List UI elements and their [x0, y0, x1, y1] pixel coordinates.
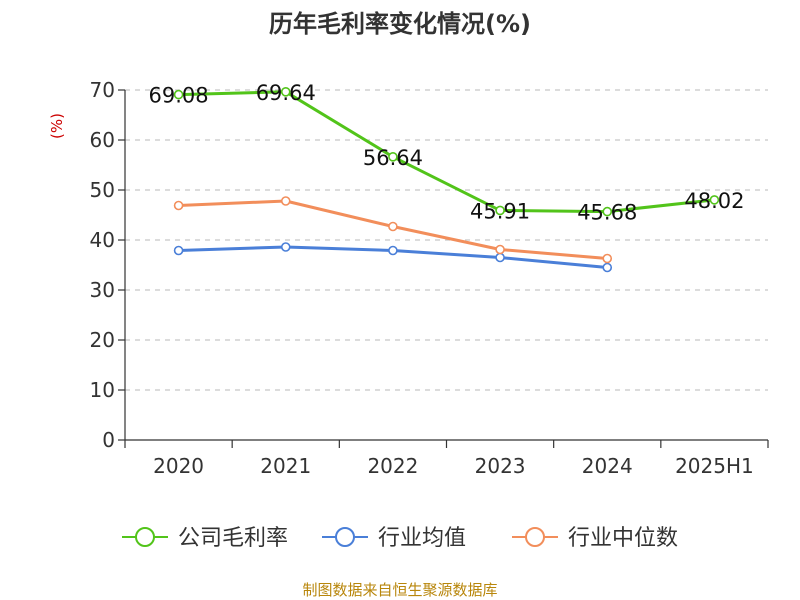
y-tick-label-70: 70	[90, 78, 115, 102]
y-tick-label-50: 50	[90, 178, 115, 202]
data-label-2020: 69.08	[149, 84, 209, 108]
x-tick-label-2021: 2021	[260, 454, 311, 478]
legend-marker-0	[135, 527, 155, 547]
series-1-point-2021	[280, 242, 291, 252]
x-tick-label-2020: 2020	[153, 454, 204, 478]
legend: 公司毛利率 行业均值 行业中位数	[122, 526, 678, 551]
x-tick-label-2024: 2024	[582, 454, 633, 478]
series-2-point-2023	[495, 244, 505, 255]
y-tick-label-10: 10	[90, 378, 115, 402]
series-2-point-2024	[602, 253, 613, 264]
series-2-point-2020	[173, 200, 184, 211]
legend-label-2: 行业中位数	[568, 526, 678, 551]
series-lines	[173, 87, 720, 273]
series-line-0	[177, 90, 716, 214]
data-label-2022: 56.64	[363, 146, 423, 170]
series-2-point-2022	[388, 221, 398, 232]
y-tick-label-60: 60	[90, 128, 115, 152]
data-labels: 69.08 69.64 56.64 45.91 45.68 48.02	[149, 81, 745, 225]
y-axis-unit-label: (%)	[48, 113, 66, 139]
series-1-point-2023	[495, 252, 505, 263]
data-label-2024: 45.68	[577, 201, 637, 225]
series-0-point-2020	[173, 89, 184, 100]
series-1-point-2022	[388, 245, 398, 256]
x-tick-label-2022: 2022	[367, 454, 418, 478]
y-tick-label-0: 0	[102, 428, 115, 452]
series-1-point-2020	[173, 245, 184, 256]
data-label-2023: 45.91	[470, 199, 530, 223]
data-label-2021: 69.64	[256, 81, 316, 105]
legend-label-0: 公司毛利率	[178, 526, 288, 551]
y-tick-label-40: 40	[90, 228, 115, 252]
chart-title: 历年毛利率变化情况(%)	[269, 10, 531, 38]
source-note: 制图数据来自恒生聚源数据库	[302, 581, 497, 599]
axes: 0 10 20 30 40 50 60 70 2020 2021 2022 2023 2024 2025H…	[90, 78, 769, 478]
series-2-point-2021	[280, 196, 291, 206]
gridlines	[125, 89, 768, 391]
y-tick-label-30: 30	[90, 278, 115, 302]
series-1-point-2024	[602, 262, 613, 273]
series-0-point-2024	[602, 206, 613, 217]
series-0-point-2025h1	[709, 195, 720, 205]
y-tick-label-20: 20	[90, 328, 115, 352]
legend-label-1: 行业均值	[378, 526, 466, 551]
series-0-point-2021	[280, 87, 291, 97]
series-0-point-2022	[388, 152, 398, 162]
x-tick-label-2023: 2023	[475, 454, 526, 478]
legend-marker-2	[525, 527, 545, 547]
legend-marker-1	[335, 527, 355, 547]
series-0-point-2023	[495, 205, 505, 216]
x-tick-label-2025h1: 2025H1	[675, 454, 754, 478]
data-label-2025h1: 48.02	[684, 189, 744, 213]
